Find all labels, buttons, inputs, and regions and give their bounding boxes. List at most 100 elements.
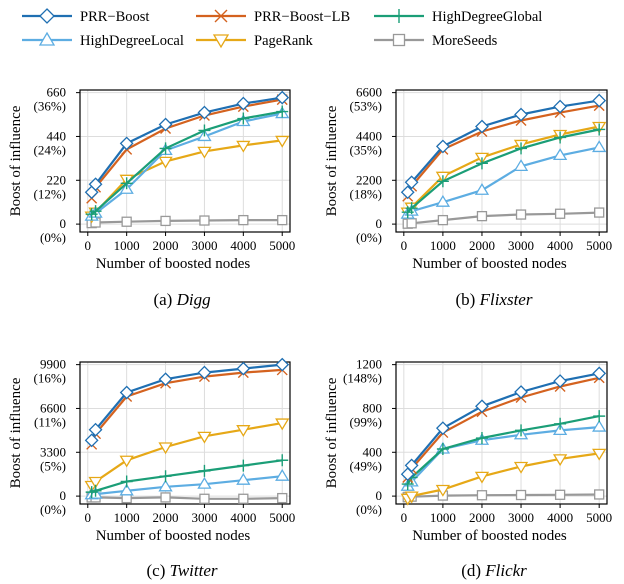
series-plus xyxy=(85,105,289,221)
y-tick-percent: (0%) xyxy=(356,230,382,245)
data-point xyxy=(513,461,529,474)
x-axis-label: Number of boosted nodes xyxy=(412,256,567,272)
data-point xyxy=(406,218,417,229)
x-axis-label: Number of boosted nodes xyxy=(96,256,251,272)
legend-label: PageRank xyxy=(254,33,314,49)
data-point xyxy=(121,216,132,227)
data-point xyxy=(159,470,172,483)
data-point xyxy=(474,182,490,195)
series-triangle-down xyxy=(84,135,290,224)
series-line xyxy=(90,98,283,199)
chart-panel-flixster: 0 1000 2000 3000 4000 50000(0%)2200(18%)4400(… xyxy=(324,85,612,309)
series-line xyxy=(91,496,283,500)
data-point xyxy=(236,472,251,485)
x-tick-label: 0 xyxy=(85,238,92,253)
x-tick-label: 3000 xyxy=(191,238,217,253)
y-tick-percent: (0%) xyxy=(356,502,382,517)
data-point xyxy=(475,432,488,445)
data-point xyxy=(404,491,419,504)
data-point xyxy=(554,131,567,144)
data-point xyxy=(159,142,172,155)
legend-entry: PRR−Boost xyxy=(22,8,149,25)
y-tick-label: 4400 xyxy=(356,128,382,143)
y-tick-percent: (12%) xyxy=(34,186,67,201)
legend-entry: HighDegreeLocal xyxy=(22,31,184,49)
data-point xyxy=(277,492,288,504)
series-diamond xyxy=(400,366,607,482)
data-point xyxy=(436,442,449,455)
data-point xyxy=(197,105,212,120)
y-tick-label: 220 xyxy=(47,172,67,187)
x-tick-label: 4000 xyxy=(230,510,256,525)
data-point xyxy=(275,418,290,431)
data-point xyxy=(553,99,568,114)
y-tick-label: 9900 xyxy=(40,357,66,372)
legend-marker-plus xyxy=(392,9,406,23)
series-line xyxy=(91,112,283,217)
legend-marker-x xyxy=(214,9,228,23)
legend-label: PRR−Boost−LB xyxy=(254,9,350,25)
plot-frame xyxy=(79,89,291,233)
data-point xyxy=(89,205,102,218)
data-point xyxy=(592,419,607,432)
series-plus xyxy=(401,410,606,491)
series-plus xyxy=(401,123,606,219)
series-line xyxy=(406,372,600,475)
data-point xyxy=(236,361,251,376)
data-point xyxy=(275,468,290,481)
legend-entry: PageRank xyxy=(196,33,314,49)
chart-panel-twitter: 0 1000 2000 3000 4000 50000(0%)3300(5%)6600(1… xyxy=(8,357,295,580)
data-point xyxy=(435,484,451,497)
series-line xyxy=(406,415,600,485)
series-square xyxy=(86,492,288,504)
y-tick-label: 800 xyxy=(363,400,383,415)
data-point xyxy=(592,448,607,461)
series-triangle-down xyxy=(400,448,607,506)
data-point xyxy=(404,458,419,473)
y-tick-label: 6600 xyxy=(40,400,66,415)
series-line xyxy=(407,452,600,500)
data-point xyxy=(197,365,212,380)
data-point xyxy=(197,146,212,159)
data-point xyxy=(405,202,418,215)
x-axis-label: Number of boosted nodes xyxy=(96,528,251,544)
data-point xyxy=(198,124,211,137)
x-tick-label: 2000 xyxy=(153,510,179,525)
data-point xyxy=(515,424,528,437)
legend-marker-triangle-down xyxy=(212,34,230,49)
legend-label: PRR−Boost xyxy=(80,9,149,25)
y-tick-percent: (35%) xyxy=(350,142,383,157)
panel-caption: (d) Flickr xyxy=(461,561,527,580)
x-tick-label: 4000 xyxy=(547,510,573,525)
x-tick-label: 0 xyxy=(401,238,408,253)
data-point xyxy=(553,374,568,388)
series-square xyxy=(86,214,288,229)
caption-name: Flickr xyxy=(484,561,527,580)
x-tick-label: 1000 xyxy=(114,238,140,253)
x-tick-label: 1000 xyxy=(114,510,140,525)
caption-letter: (d) xyxy=(461,561,485,580)
data-point xyxy=(514,385,528,399)
legend-label: HighDegreeGlobal xyxy=(432,9,542,25)
panel-caption: (c) Twitter xyxy=(147,561,218,580)
legend: PRR−Boost PRR−Boost−LB HighDegreeGlobal Hig… xyxy=(22,8,542,49)
data-point xyxy=(236,140,251,153)
series-line xyxy=(91,219,283,225)
y-tick-label: 400 xyxy=(363,444,383,459)
data-point xyxy=(158,156,173,169)
y-tick-percent: (24%) xyxy=(34,142,67,157)
data-point xyxy=(237,459,250,472)
series-square xyxy=(402,207,605,229)
y-tick-percent: (99%) xyxy=(350,414,383,429)
data-point xyxy=(198,464,211,477)
y-tick-percent: (0%) xyxy=(40,502,66,517)
y-tick-label: 3300 xyxy=(40,444,66,459)
legend-label: MoreSeeds xyxy=(432,33,498,49)
data-point xyxy=(158,117,173,132)
series-line xyxy=(90,422,283,487)
data-point xyxy=(119,483,134,496)
panel-caption: (b) Flixster xyxy=(456,290,533,309)
y-tick-label: 0 xyxy=(376,216,383,231)
legend-entry: PRR−Boost−LB xyxy=(196,9,350,25)
x-tick-label: 1000 xyxy=(430,238,456,253)
